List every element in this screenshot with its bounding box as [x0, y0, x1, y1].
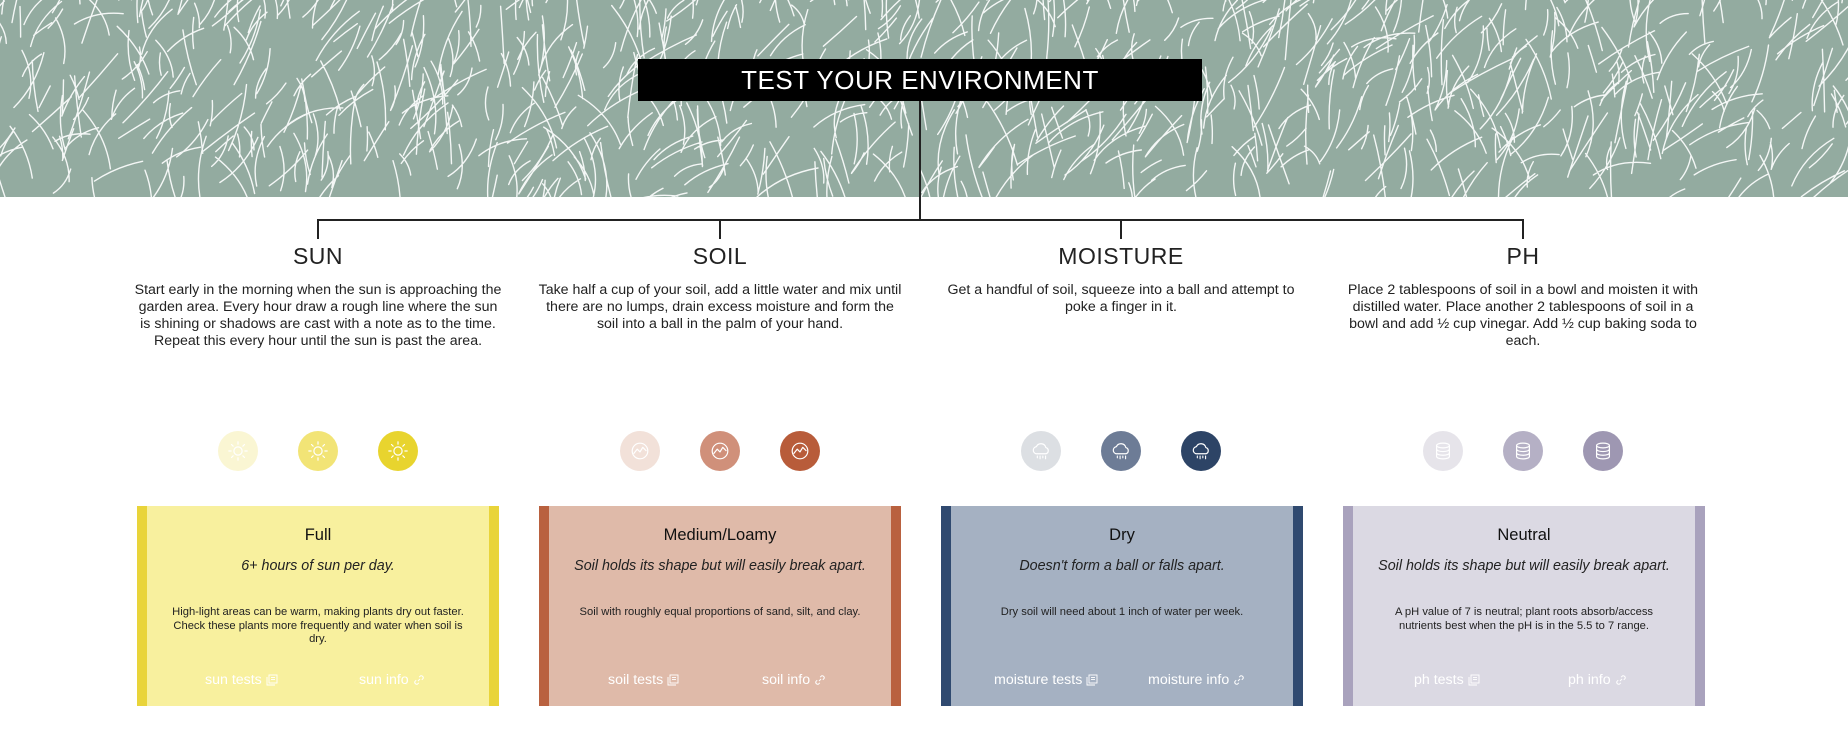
soil-level-medium[interactable] [700, 431, 740, 471]
link-label: moisture info [1148, 672, 1230, 688]
sun-icon [308, 441, 328, 461]
moisture-tests-link[interactable]: moisture tests [994, 672, 1098, 688]
link-label: ph tests [1414, 672, 1464, 688]
soil-tests-link[interactable]: soil tests [608, 672, 679, 688]
card-title: Full [304, 526, 332, 544]
sun-info-link[interactable]: sun info [359, 672, 425, 688]
section-instructions: Get a handful of soil, squeeze into a ba… [947, 282, 1295, 315]
document-icon [667, 674, 679, 686]
card-title: Neutral [1497, 526, 1551, 544]
ph-tests-link[interactable]: ph tests [1414, 672, 1480, 688]
section-heading: MOISTURE [1058, 243, 1184, 269]
ph-level-low[interactable] [1423, 431, 1463, 471]
link-label: soil info [762, 672, 811, 688]
database-icon [1435, 442, 1451, 460]
card-accent-left [941, 506, 951, 706]
soil-level-high[interactable] [780, 431, 820, 471]
link-label: soil tests [608, 672, 664, 688]
card-description: A pH value of 7 is neutral; plant roots … [1394, 606, 1654, 632]
card-accent-right [891, 506, 901, 706]
card-accent-right [1695, 506, 1705, 706]
card-description: Soil with roughly equal proportions of s… [579, 606, 861, 618]
card-links: soil tests soil info [539, 672, 901, 692]
card-links: sun tests sun info [137, 672, 499, 692]
database-icon [1515, 442, 1531, 460]
moisture-level-selector [1021, 431, 1261, 473]
soil-icon [711, 442, 729, 460]
link-label: sun tests [205, 672, 262, 688]
section-heading: PH [1506, 243, 1540, 269]
connector-rail [317, 219, 1524, 221]
moisture-level-medium[interactable] [1101, 431, 1141, 471]
document-icon [266, 674, 278, 686]
soil-level-low[interactable] [620, 431, 660, 471]
link-label: sun info [359, 672, 409, 688]
sun-result-card: Full 6+ hours of sun per day. High-light… [137, 506, 499, 706]
database-icon [1595, 442, 1611, 460]
ph-result-card: Neutral Soil holds its shape but will ea… [1343, 506, 1705, 706]
moisture-level-high[interactable] [1181, 431, 1221, 471]
sun-level-low[interactable] [218, 431, 258, 471]
link-icon [1234, 675, 1244, 685]
section-instructions: Place 2 tablespoons of soil in a bowl an… [1347, 282, 1699, 349]
ph-info-link[interactable]: ph info [1568, 672, 1627, 688]
card-title: Dry [1109, 526, 1135, 544]
page-title: TEST YOUR ENVIRONMENT [638, 59, 1202, 101]
rain-cloud-icon [1192, 443, 1209, 460]
connector-stem [919, 101, 921, 220]
section-ph: PH Place 2 tablespoons of soil in a bowl… [1338, 243, 1708, 350]
document-icon [1086, 674, 1098, 686]
section-moisture: MOISTURE Get a handful of soil, squeeze … [936, 243, 1306, 316]
card-description: High-light areas can be warm, making pla… [172, 606, 464, 645]
connector-drop-moisture [1120, 219, 1122, 239]
soil-info-link[interactable]: soil info [762, 672, 826, 688]
card-subtitle: Doesn't form a ball or falls apart. [1019, 558, 1225, 574]
card-accent-right [489, 506, 499, 706]
link-label: ph info [1568, 672, 1611, 688]
card-accent-left [539, 506, 549, 706]
card-accent-left [1343, 506, 1353, 706]
section-soil: SOIL Take half a cup of your soil, add a… [535, 243, 905, 333]
section-heading: SUN [292, 243, 344, 269]
card-subtitle: Soil holds its shape but will easily bre… [574, 558, 866, 574]
soil-icon [631, 442, 649, 460]
card-accent-left [137, 506, 147, 706]
sun-level-medium[interactable] [298, 431, 338, 471]
sun-icon [388, 441, 408, 461]
sun-tests-link[interactable]: sun tests [205, 672, 278, 688]
document-icon [1468, 674, 1480, 686]
card-description: Dry soil will need about 1 inch of water… [1000, 606, 1244, 618]
card-links: moisture tests moisture info [941, 672, 1303, 692]
soil-result-card: Medium/Loamy Soil holds its shape but wi… [539, 506, 901, 706]
link-label: moisture tests [994, 672, 1083, 688]
moisture-info-link[interactable]: moisture info [1148, 672, 1245, 688]
connector-drop-sun [317, 219, 319, 239]
soil-icon [791, 442, 809, 460]
ph-level-medium[interactable] [1503, 431, 1543, 471]
section-heading: SOIL [692, 243, 748, 269]
section-instructions: Start early in the morning when the sun … [134, 282, 502, 349]
sun-level-selector [218, 431, 458, 473]
card-accent-right [1293, 506, 1303, 706]
link-icon [414, 675, 424, 685]
connector-drop-soil [719, 219, 721, 239]
card-subtitle: Soil holds its shape but will easily bre… [1378, 558, 1670, 574]
moisture-result-card: Dry Doesn't form a ball or falls apart. … [941, 506, 1303, 706]
ph-level-selector [1423, 431, 1663, 473]
card-subtitle: 6+ hours of sun per day. [241, 558, 395, 574]
card-title: Medium/Loamy [663, 526, 777, 544]
link-icon [815, 675, 825, 685]
ph-level-high[interactable] [1583, 431, 1623, 471]
sun-icon [228, 441, 248, 461]
soil-level-selector [620, 431, 860, 473]
card-links: ph tests ph info [1343, 672, 1705, 692]
section-sun: SUN Start early in the morning when the … [133, 243, 503, 350]
link-icon [1615, 675, 1626, 685]
rain-cloud-icon [1112, 443, 1129, 460]
connector-drop-ph [1522, 219, 1524, 239]
sun-level-high[interactable] [378, 431, 418, 471]
section-instructions: Take half a cup of your soil, add a litt… [538, 282, 902, 332]
moisture-level-low[interactable] [1021, 431, 1061, 471]
rain-cloud-icon [1032, 443, 1049, 460]
